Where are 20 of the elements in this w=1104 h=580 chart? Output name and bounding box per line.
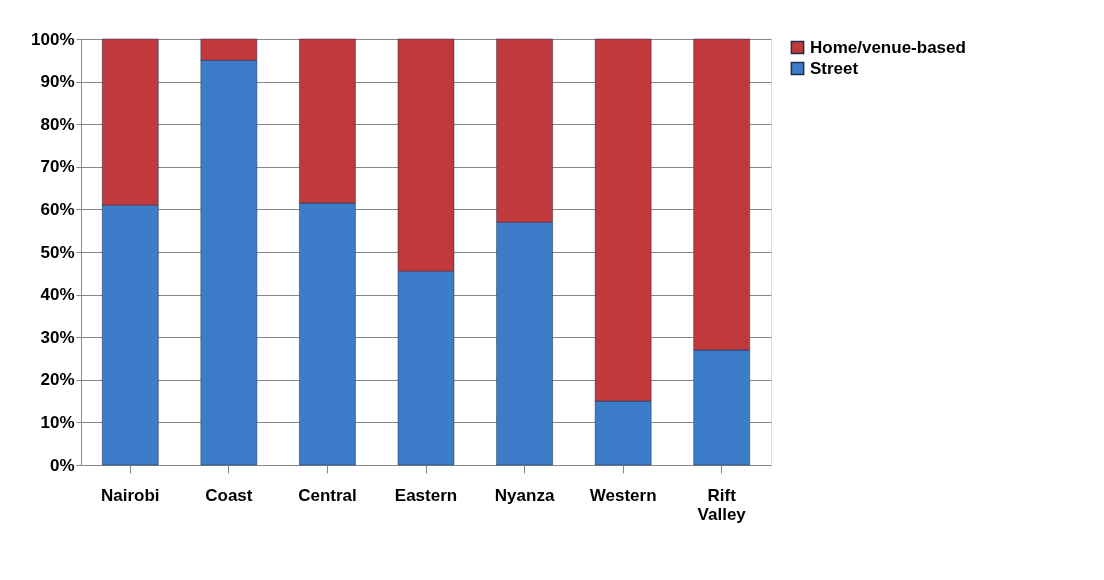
y-tick-label: 80%: [40, 114, 75, 134]
y-tick-label: 50%: [40, 242, 75, 262]
y-tick-label: 100%: [31, 29, 75, 49]
x-tick-label: Nairobi: [101, 485, 160, 505]
y-tick-label: 20%: [40, 370, 75, 390]
y-tick-label: 30%: [40, 327, 75, 347]
legend-label: Home/venue-based: [810, 37, 966, 57]
y-tick-label: 60%: [40, 199, 75, 219]
legend-label: Street: [810, 58, 859, 78]
x-tick-label: Nyanza: [494, 485, 555, 505]
y-tick-label: 90%: [40, 72, 75, 92]
x-tick-label: Rift Valley: [697, 485, 747, 524]
y-tick-label: 10%: [40, 412, 75, 432]
y-tick-label: 0%: [49, 455, 75, 475]
x-tick-label: Western: [589, 485, 657, 505]
x-tick-label: Eastern: [394, 485, 458, 505]
x-tick-label: Central: [298, 485, 357, 505]
y-tick-label: 70%: [40, 157, 75, 177]
x-tick-label: Coast: [205, 485, 253, 505]
y-tick-label: 40%: [40, 285, 75, 305]
